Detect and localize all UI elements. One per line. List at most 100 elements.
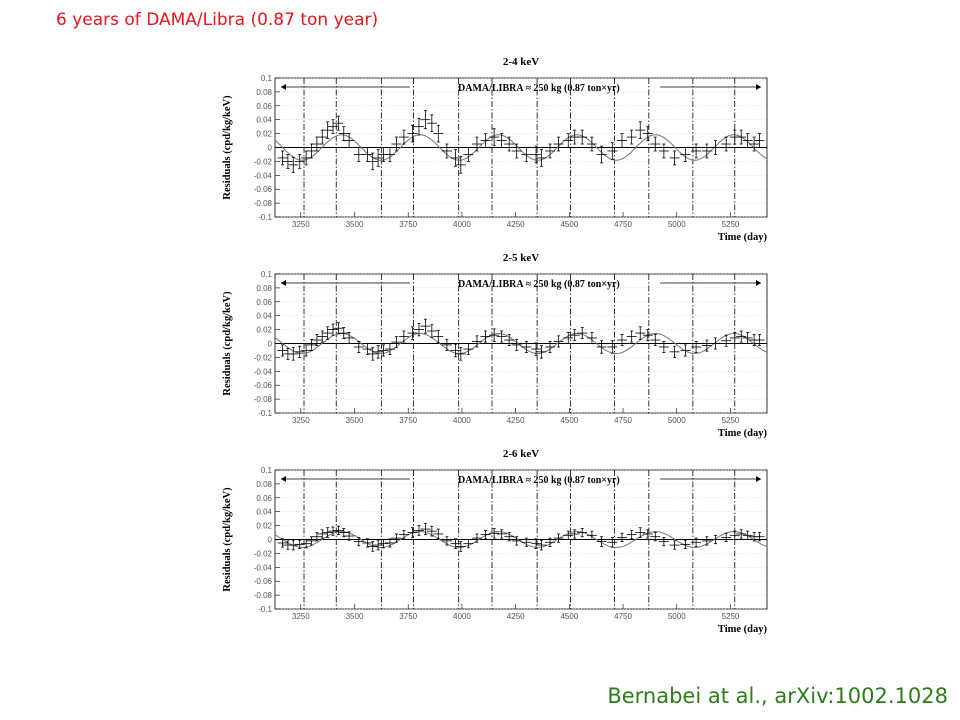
- data-point: [749, 136, 760, 152]
- data-point: [586, 530, 597, 540]
- data-point: [736, 529, 747, 539]
- data-point: [398, 330, 409, 343]
- y-tick-label: 0.02: [256, 522, 272, 531]
- y-tick-label: 0.06: [256, 102, 272, 111]
- data-point: [691, 537, 702, 547]
- chart-panel-1: 2-4 keV -0.1 -0.08 -0.06 -0.04 -0.02 0 0.02 0.04…: [222, 56, 767, 243]
- y-tick-label: -0.1: [258, 213, 272, 222]
- x-tick-label: 4500: [560, 612, 578, 621]
- data-point: [577, 527, 588, 538]
- data-point: [288, 156, 299, 173]
- data-point: [680, 147, 691, 162]
- x-tick-label: 4000: [453, 220, 471, 229]
- data-point: [471, 533, 482, 543]
- data-point: [294, 539, 305, 549]
- data-point: [489, 328, 500, 342]
- data-point: [521, 537, 532, 547]
- x-tick-label: 5250: [722, 416, 740, 425]
- y-tick-label: -0.1: [258, 605, 272, 614]
- legend-label: DAMA/LIBRA ≈ 250 kg (0.87 ton×yr): [458, 83, 620, 94]
- data-point: [642, 126, 653, 141]
- y-tick-label: 0.02: [256, 326, 272, 335]
- y-tick-label: 0: [268, 144, 273, 153]
- data-point: [616, 133, 627, 148]
- data-point: [586, 136, 597, 152]
- data-point: [333, 115, 344, 131]
- y-tick-label: -0.08: [254, 199, 273, 208]
- data-point: [455, 347, 466, 361]
- data-point: [496, 529, 507, 539]
- data-point: [536, 539, 547, 551]
- data-point: [338, 527, 349, 538]
- x-tick-label: 3750: [399, 416, 417, 425]
- chart-panel-3: 2-6 keV -0.1 -0.08 -0.06 -0.04 -0.02 0 0.02 0.04…: [222, 448, 767, 635]
- citation: Bernabei at al., arXiv:1002.1028: [607, 684, 948, 708]
- y-tick-label: 0.1: [261, 270, 273, 279]
- data-point: [288, 347, 299, 361]
- data-point: [294, 154, 305, 169]
- data-point: [563, 331, 574, 344]
- data-point: [754, 334, 765, 346]
- data-point: [328, 526, 339, 536]
- y-tick-label: -0.06: [254, 185, 273, 194]
- data-point: [362, 538, 373, 548]
- data-point: [721, 136, 732, 152]
- legend-arrow-left: [281, 476, 286, 482]
- data-point: [545, 143, 556, 159]
- data-point: [391, 533, 402, 543]
- data-point: [480, 530, 491, 540]
- data-point: [333, 525, 344, 536]
- data-point: [378, 539, 389, 549]
- data-point: [669, 345, 680, 358]
- data-point: [504, 136, 515, 152]
- data-point: [294, 345, 305, 358]
- dama-figure: 2-4 keV -0.1 -0.08 -0.06 -0.04 -0.02 0 0.02 0.04…: [210, 40, 785, 650]
- data-point: [504, 532, 515, 542]
- y-axis-title: Residuals (cpd/kg/keV): [222, 487, 233, 592]
- data-point: [658, 537, 669, 547]
- data-point: [626, 530, 637, 540]
- data-point: [650, 532, 661, 542]
- data-point: [496, 330, 507, 343]
- residuals-panels: 2-4 keV -0.1 -0.08 -0.06 -0.04 -0.02 0 0.02 0.04…: [222, 56, 767, 635]
- data-point: [489, 128, 500, 146]
- data-point: [626, 129, 637, 145]
- x-tick-label: 3750: [399, 220, 417, 229]
- data-point: [577, 327, 588, 340]
- data-point: [338, 327, 349, 340]
- data-point: [344, 331, 355, 344]
- x-tick-label: 4500: [560, 416, 578, 425]
- data-point: [701, 143, 712, 159]
- data-point: [635, 326, 646, 340]
- data-point: [384, 343, 395, 356]
- x-tick-label: 3500: [346, 612, 364, 621]
- panel-title: 2-5 keV: [503, 252, 539, 264]
- data-point: [650, 136, 661, 152]
- data-point: [754, 133, 765, 148]
- data-point: [317, 129, 328, 145]
- data-point: [729, 331, 740, 344]
- data-point: [373, 345, 384, 359]
- legend-arrow-left: [281, 84, 286, 90]
- data-point: [701, 536, 712, 546]
- data-point: [521, 341, 532, 353]
- data-point: [384, 147, 395, 162]
- chart-panel-2: 2-5 keV -0.1 -0.08 -0.06 -0.04 -0.02 0 0.02 0.04…: [222, 252, 767, 439]
- data-point: [531, 342, 542, 356]
- x-tick-label: 3750: [399, 612, 417, 621]
- y-tick-label: 0.04: [256, 508, 272, 517]
- data-point: [511, 536, 522, 546]
- data-point: [553, 136, 564, 152]
- data-point: [455, 156, 466, 174]
- data-point: [471, 335, 482, 348]
- data-point: [658, 341, 669, 353]
- data-point: [680, 344, 691, 357]
- data-point: [721, 532, 732, 542]
- data-point: [463, 539, 474, 549]
- data-point: [367, 152, 378, 171]
- data-point: [531, 145, 542, 164]
- data-point: [301, 539, 312, 549]
- data-point: [710, 337, 721, 350]
- data-point: [311, 532, 322, 542]
- data-point: [277, 150, 288, 166]
